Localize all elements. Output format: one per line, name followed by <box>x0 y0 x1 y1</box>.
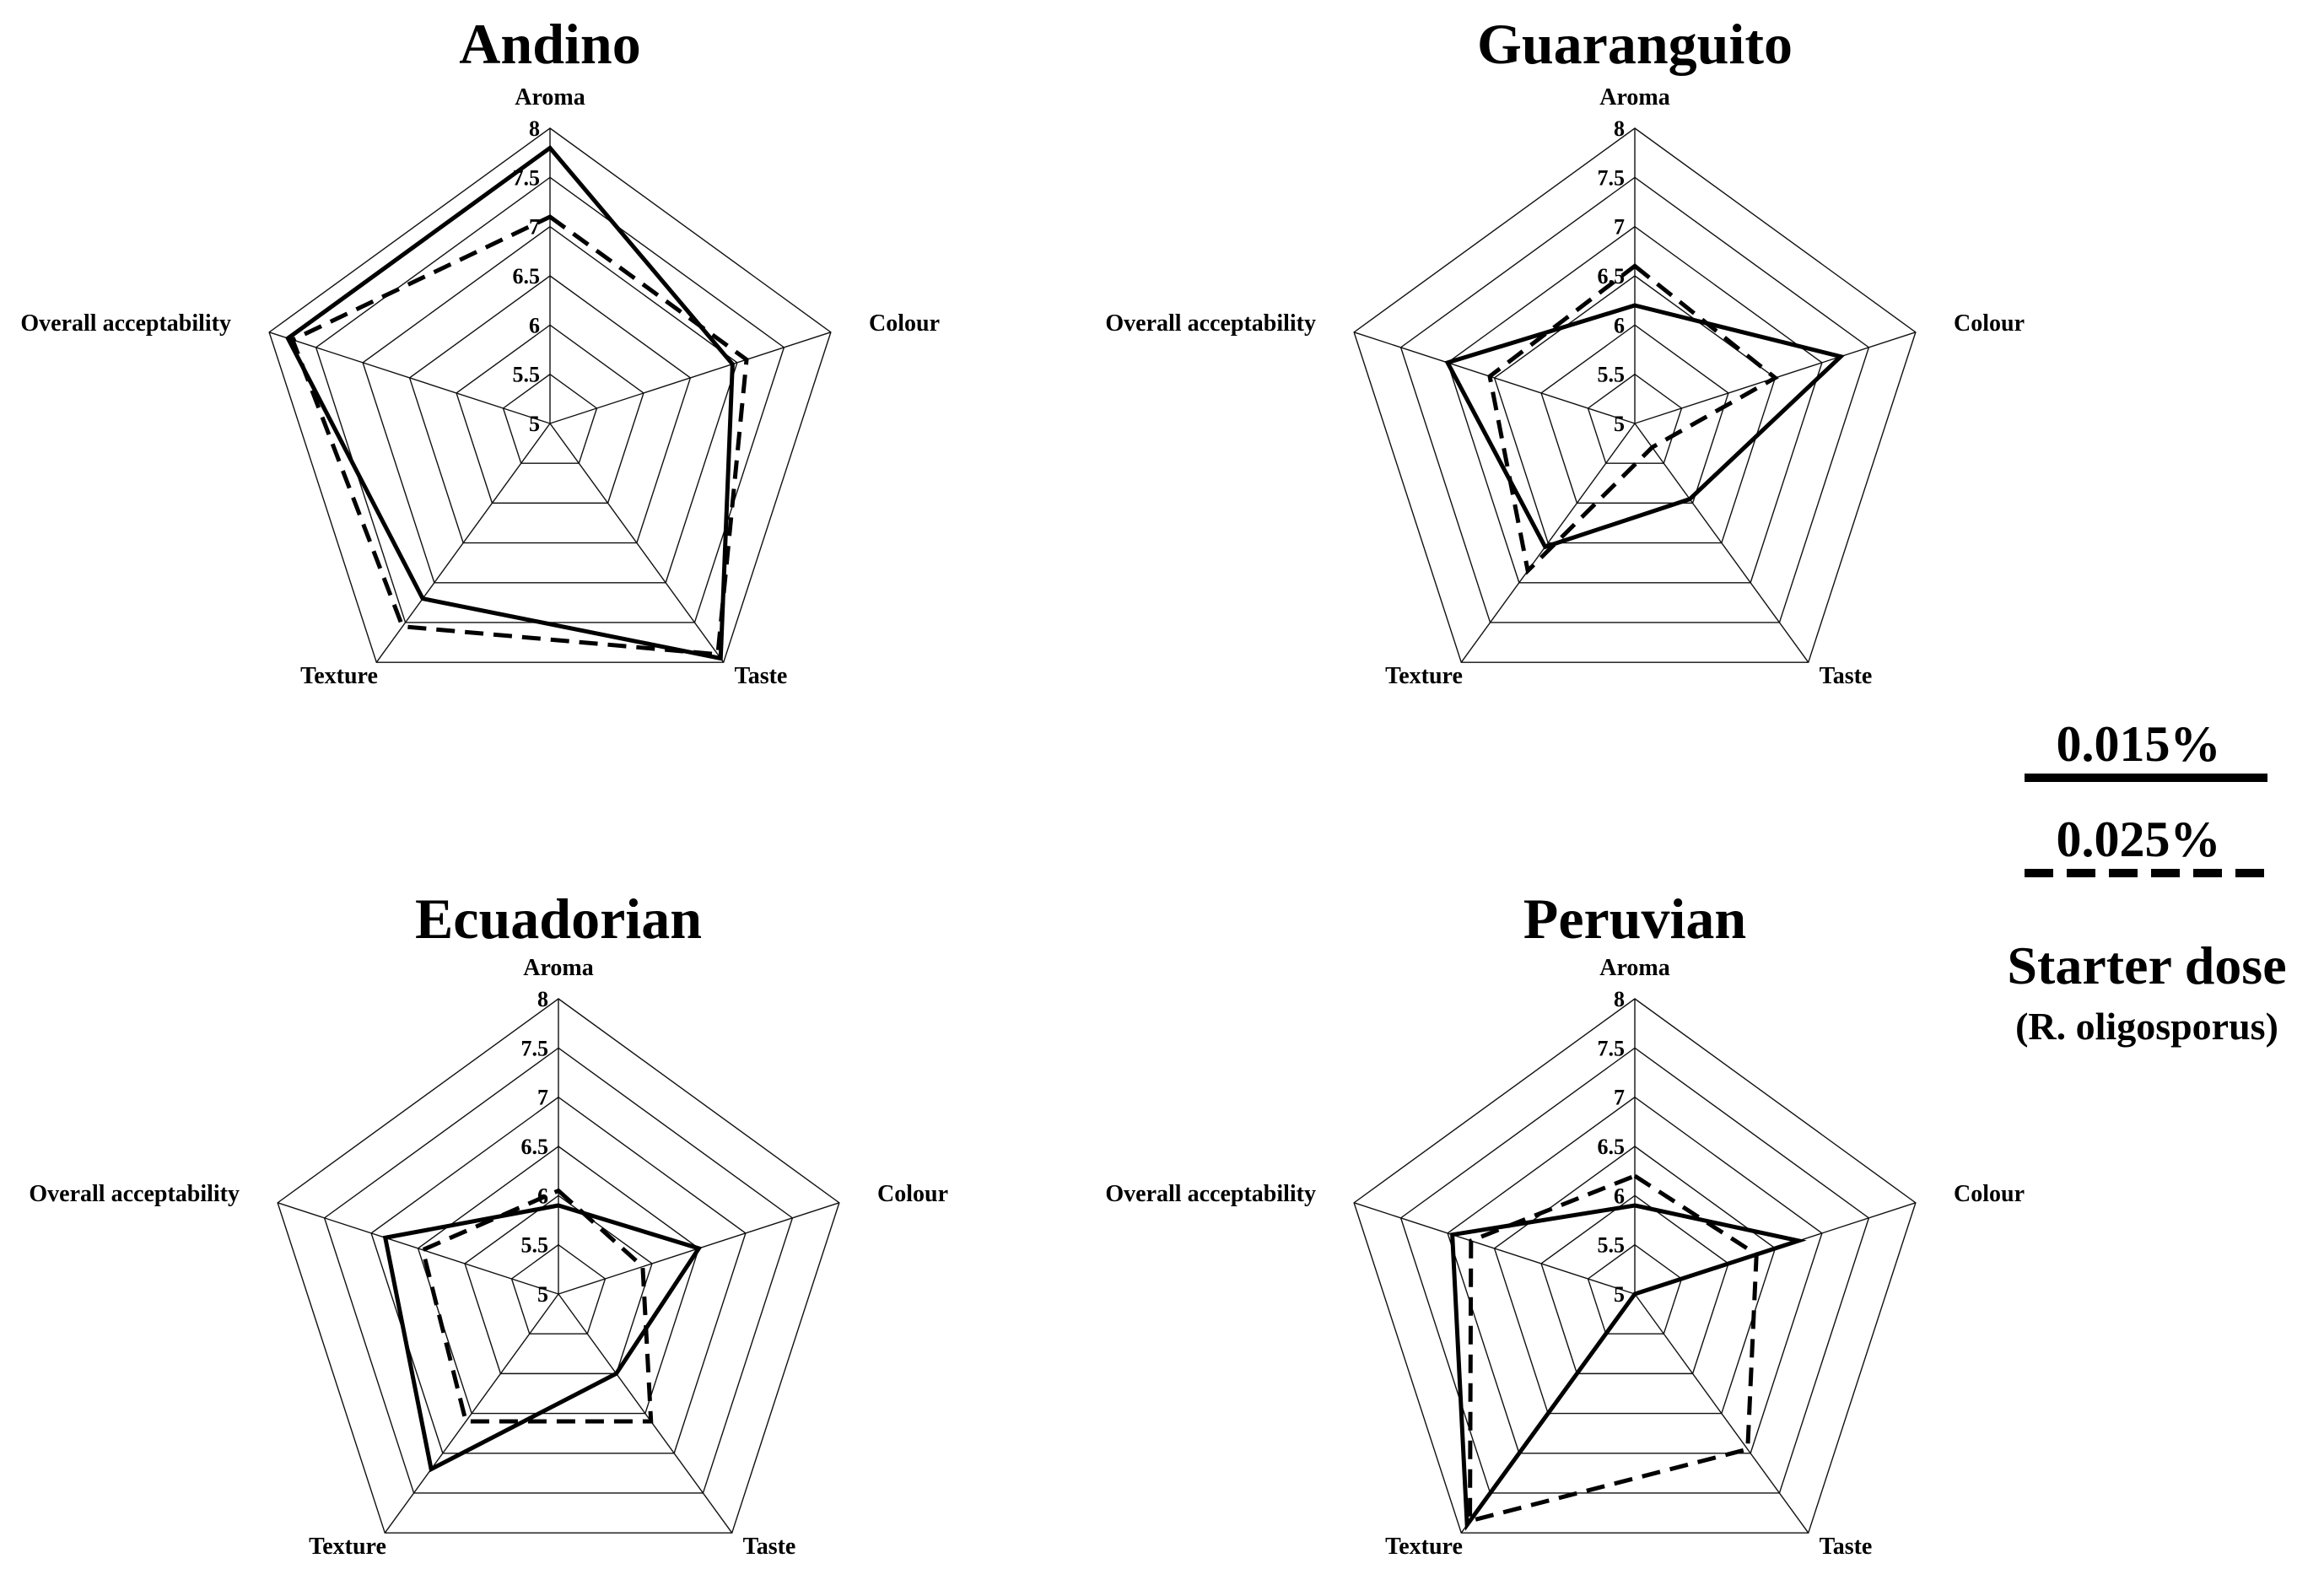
tick-label: 6.5 <box>521 1135 549 1159</box>
axis-spoke <box>268 332 551 424</box>
legend: 0.015% 0.025% Starter dose (R. oligospor… <box>2007 716 2286 1048</box>
tick-label: 5 <box>1614 412 1625 436</box>
axis-label-texture: Texture <box>1385 663 1463 689</box>
tick-label: 5 <box>529 412 540 436</box>
tick-label: 7.5 <box>1598 165 1626 190</box>
axis-spoke <box>384 1293 559 1534</box>
tick-label: 8 <box>529 116 540 141</box>
tick-label: 6.5 <box>513 264 541 288</box>
grid-ring <box>1540 1194 1729 1375</box>
series-0015-line <box>1444 303 1846 550</box>
grid-ring <box>408 275 692 544</box>
axis-spoke <box>1353 1202 1636 1295</box>
grid-ring <box>456 324 644 504</box>
axis-spoke <box>375 423 551 663</box>
radar-chart-guaranguito: Guaranguito55.566.577.58AromaColourTaste… <box>1105 12 2025 689</box>
tick-label: 6 <box>1614 313 1625 337</box>
axis-spoke <box>549 423 725 663</box>
axis-label-overall-acceptability: Overall acceptability <box>20 310 231 337</box>
tick-label: 8 <box>1614 987 1625 1011</box>
tick-label: 7.5 <box>521 1036 549 1060</box>
tick-label: 7 <box>1614 1086 1625 1110</box>
axis-label-aroma: Aroma <box>523 955 593 981</box>
chart-title: Peruvian <box>1523 887 1746 951</box>
axis-label-colour: Colour <box>869 310 940 337</box>
legend-label-dashed: 0.025% <box>2057 811 2221 867</box>
axis-spoke <box>1634 1293 1809 1534</box>
chart-title: Guaranguito <box>1477 12 1793 76</box>
grid-ring <box>1447 1096 1823 1454</box>
axis-label-overall-acceptability: Overall acceptability <box>1105 310 1316 337</box>
grid-ring <box>1353 127 1917 663</box>
axis-spoke <box>549 332 832 424</box>
tick-label: 5 <box>1614 1282 1625 1307</box>
tick-label: 8 <box>537 987 548 1011</box>
tick-label: 5.5 <box>521 1233 549 1258</box>
grid-ring <box>277 998 840 1534</box>
tick-label: 7 <box>1614 215 1625 240</box>
axis-spoke <box>277 1202 559 1295</box>
chart-title: Ecuadorian <box>415 887 702 951</box>
grid-ring <box>1447 225 1823 584</box>
series-0015-line <box>1450 1203 1807 1531</box>
axis-spoke <box>1460 423 1636 663</box>
tick-label: 7.5 <box>513 165 541 190</box>
radar-chart-peruvian: Peruvian 5 5.5 6 6.5 7 7.5 8 Aroma Colour Taste Tex… <box>1105 887 2025 1560</box>
axis-label-overall-acceptability: Overall acceptability <box>29 1181 240 1207</box>
grid-ring <box>1540 324 1729 504</box>
grid-ring <box>1353 998 1917 1534</box>
tick-label: 6 <box>529 313 540 337</box>
axis-label-colour: Colour <box>1954 1181 2025 1207</box>
chart-title: Andino <box>459 12 640 76</box>
axis-label-overall-acceptability: Overall acceptability <box>1105 1181 1316 1207</box>
grid-ring <box>502 373 598 464</box>
tick-label: 7.5 <box>1598 1036 1626 1060</box>
tick-label: 5 <box>537 1282 548 1307</box>
axis-label-taste: Taste <box>735 663 788 689</box>
tick-label: 5.5 <box>1598 363 1626 387</box>
radar-chart-andino: Andino 5 5.5 6 6.5 7 7.5 8 Aroma Colour Taste Textu… <box>20 12 940 689</box>
series-0025-line <box>420 1188 654 1424</box>
tick-label: 5.5 <box>513 363 541 387</box>
tick-label: 5.5 <box>1598 1233 1626 1258</box>
grid-ring <box>464 1194 653 1375</box>
tick-label: 6 <box>1614 1183 1625 1208</box>
axis-spoke <box>1634 423 1809 663</box>
grid-ring <box>370 1096 747 1454</box>
tick-label: 7 <box>537 1086 548 1110</box>
grid-ring <box>1587 1243 1683 1334</box>
series-0025-line <box>289 214 749 657</box>
grid-ring <box>417 1146 700 1415</box>
series-0015-line <box>382 1203 703 1473</box>
axis-label-texture: Texture <box>309 1534 386 1560</box>
radar-chart-ecuadorian: Ecuadorian55.566.577.58AromaColourTasteT… <box>29 887 948 1560</box>
axis-label-texture: Texture <box>1385 1534 1463 1560</box>
grid-ring <box>1399 1047 1870 1494</box>
axis-label-taste: Taste <box>743 1534 796 1560</box>
legend-title: Starter dose <box>2007 935 2286 995</box>
tick-label: 7 <box>529 215 540 240</box>
axis-label-aroma: Aroma <box>1599 955 1669 981</box>
series-0025-line <box>1468 1173 1759 1524</box>
axis-label-taste: Taste <box>1820 663 1873 689</box>
axis-label-aroma: Aroma <box>515 84 585 111</box>
grid-ring <box>268 127 832 663</box>
legend-subtitle: (R. oligosporus) <box>2015 1005 2278 1048</box>
grid-ring <box>362 225 738 584</box>
axis-spoke <box>558 1293 733 1534</box>
tick-label: 8 <box>1614 116 1625 141</box>
axis-label-taste: Taste <box>1820 1534 1873 1560</box>
series-0025-line <box>1487 263 1779 575</box>
legend-label-solid: 0.015% <box>2057 716 2221 772</box>
axis-label-aroma: Aroma <box>1599 84 1669 111</box>
axis-spoke <box>1353 332 1636 424</box>
axis-label-colour: Colour <box>1954 310 2025 337</box>
axis-label-texture: Texture <box>300 663 378 689</box>
tick-label: 6.5 <box>1598 1135 1626 1159</box>
axis-label-colour: Colour <box>877 1181 948 1207</box>
grid-ring <box>510 1243 607 1334</box>
grid-ring <box>323 1047 794 1494</box>
grid-ring <box>1399 176 1870 623</box>
